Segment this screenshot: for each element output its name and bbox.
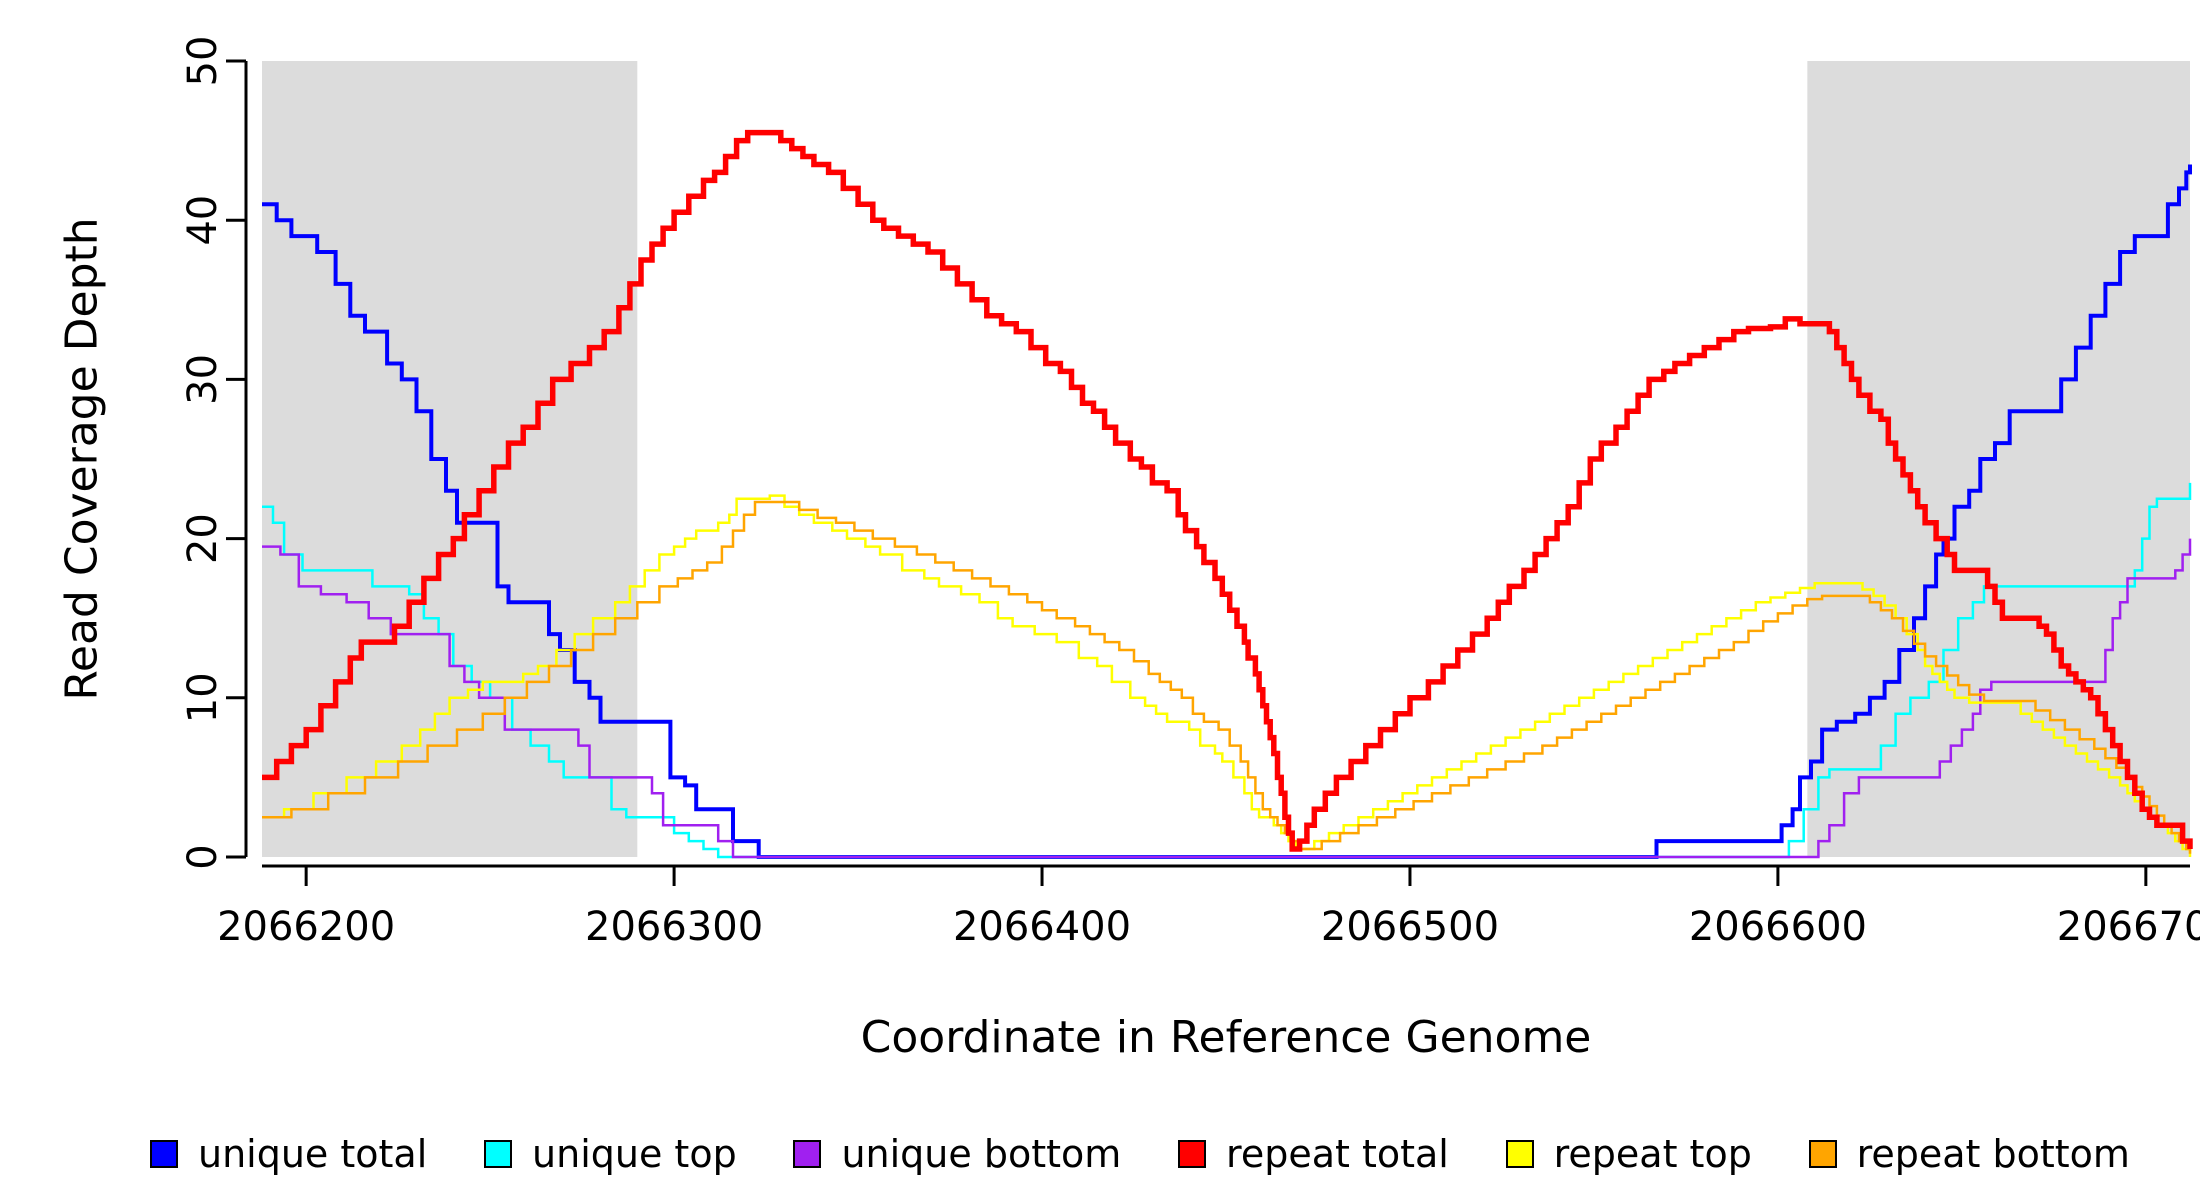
- legend-item-unique-top: unique top: [484, 1132, 737, 1176]
- legend-label-repeat-total: repeat total: [1226, 1132, 1449, 1176]
- legend-swatch-repeat-bottom: [1808, 1140, 1837, 1168]
- legend-swatch-unique-bottom: [793, 1140, 822, 1168]
- legend-swatch-repeat-top: [1505, 1140, 1534, 1168]
- legend-label-unique-top: unique top: [532, 1132, 737, 1176]
- legend-item-repeat-bottom: repeat bottom: [1808, 1132, 2130, 1176]
- legend-item-unique-bottom: unique bottom: [793, 1132, 1121, 1176]
- series-line-repeat-top: [262, 494, 2192, 857]
- legend-swatch-unique-top: [484, 1140, 513, 1168]
- series-line-unique-total: [262, 164, 2192, 859]
- x-axis-title: Coordinate in Reference Genome: [860, 1012, 1592, 1063]
- series-line-unique-bottom: [262, 538, 2192, 859]
- x-tick-label: 2066200: [217, 904, 395, 950]
- legend-swatch-unique-total: [150, 1140, 178, 1168]
- y-tick-label: 20: [180, 513, 226, 564]
- legend-label-unique-total: unique total: [198, 1132, 428, 1176]
- series-line-unique-top: [262, 482, 2192, 859]
- x-tick-label: 2066400: [953, 904, 1131, 950]
- y-tick-label: 0: [180, 844, 226, 869]
- x-tick-label: 2066600: [1689, 904, 1867, 950]
- series-line-repeat-total: [262, 129, 2193, 852]
- series-line-repeat-bottom: [262, 500, 2192, 854]
- y-tick-label: 10: [180, 672, 226, 723]
- y-tick-label: 30: [180, 354, 226, 405]
- x-tick-label: 2066700: [2057, 904, 2200, 950]
- legend-label-repeat-top: repeat top: [1553, 1132, 1752, 1176]
- legend: unique total unique top unique bottom re…: [150, 1124, 2130, 1184]
- legend-label-unique-bottom: unique bottom: [841, 1132, 1122, 1176]
- y-axis-title: Read Coverage Depth: [56, 217, 108, 701]
- y-tick-label: 50: [180, 36, 226, 87]
- x-tick-label: 2066500: [1321, 904, 1499, 950]
- y-tick-label: 40: [180, 195, 226, 246]
- legend-label-repeat-bottom: repeat bottom: [1856, 1132, 2130, 1176]
- shaded-region-1: [262, 61, 638, 857]
- legend-item-unique-total: unique total: [150, 1132, 427, 1176]
- plot-area: 0 10 20 30 40 50 2066200 2066300 2066400 2066500 2…: [180, 36, 2200, 950]
- legend-item-repeat-top: repeat top: [1505, 1132, 1752, 1176]
- legend-item-repeat-total: repeat total: [1178, 1132, 1449, 1176]
- x-tick-label: 2066300: [585, 904, 763, 950]
- shaded-region-2: [1807, 61, 2190, 857]
- legend-swatch-repeat-total: [1178, 1140, 1207, 1168]
